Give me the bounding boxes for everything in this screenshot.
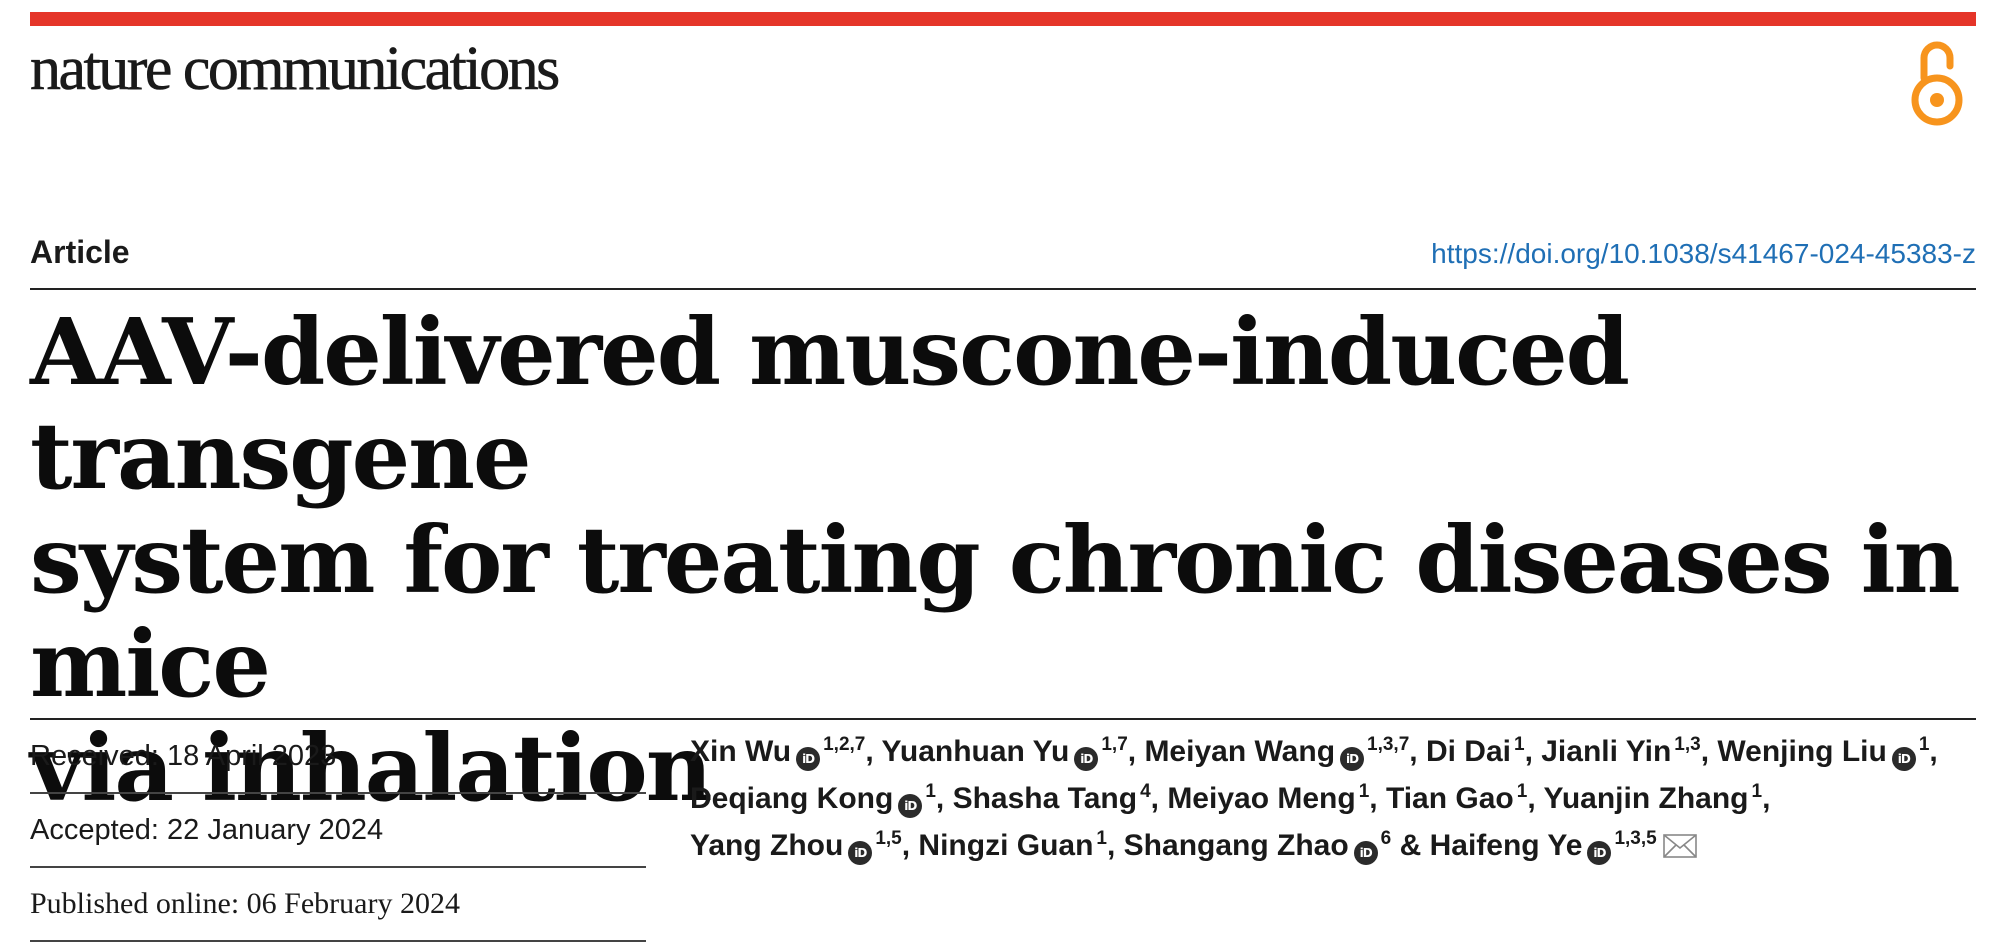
title-line: AAV-delivered muscone-induced transgene: [30, 298, 1630, 510]
title-line: via inhalation: [30, 714, 713, 822]
author-name[interactable]: Xin Wu: [690, 735, 792, 768]
author-affiliation: 1: [1751, 781, 1763, 802]
author-entry: Yuanhuan Yu iD1,7: [881, 734, 1128, 771]
author-affiliation: 6: [1380, 828, 1392, 849]
article-title: AAV-delivered muscone-induced transgene …: [30, 300, 1980, 820]
author-entry: Meiyao Meng 1: [1167, 782, 1369, 815]
author-affiliation: 1,5: [875, 828, 902, 849]
author-affiliation: 1,3,7: [1367, 734, 1410, 755]
author-separator: ,: [1700, 735, 1718, 768]
author-entry: Haifeng Ye iD1,3,5: [1429, 828, 1697, 865]
author-name[interactable]: Meiyao Meng: [1167, 782, 1356, 815]
author-name[interactable]: Wenjing Liu: [1717, 735, 1887, 768]
author-name[interactable]: Haifeng Ye: [1429, 829, 1583, 862]
author-separator: ,: [901, 829, 919, 862]
author-affiliation: 1: [1918, 734, 1930, 755]
orcid-icon[interactable]: iD: [848, 841, 873, 865]
author-name[interactable]: Ningzi Guan: [918, 829, 1094, 862]
orcid-icon[interactable]: iD: [796, 747, 821, 771]
author-affiliation: 1,3,5: [1614, 828, 1657, 849]
orcid-icon[interactable]: iD: [1891, 747, 1916, 771]
doi-link[interactable]: https://doi.org/10.1038/s41467-024-45383…: [1431, 238, 1976, 269]
author-affiliation: 4: [1140, 781, 1151, 802]
author-separator: ,: [935, 782, 953, 815]
author-name[interactable]: Di Dai: [1425, 735, 1511, 768]
title-line: system for treating chronic diseases in …: [30, 506, 1961, 718]
author-name[interactable]: Deqiang Kong: [690, 782, 894, 815]
author-entry: Shangang Zhao iD6: [1123, 828, 1392, 865]
article-type-label: Article: [30, 234, 130, 270]
orcid-icon[interactable]: iD: [1340, 747, 1365, 771]
author-name[interactable]: Shasha Tang: [952, 782, 1138, 815]
email-icon[interactable]: [1662, 834, 1697, 858]
accepted-date: Accepted: 22 January 2024: [30, 794, 646, 868]
author-affiliation: 1: [1096, 828, 1107, 849]
metadata-divider: [30, 718, 1976, 720]
author-affiliation: 1,7: [1101, 734, 1128, 755]
author-separator: ,: [1409, 735, 1426, 768]
author-separator: ,: [1524, 735, 1542, 768]
author-name[interactable]: Meiyan Wang: [1144, 735, 1336, 768]
author-affiliation: 1: [1513, 734, 1525, 755]
author-entry: Ningzi Guan 1: [918, 829, 1107, 862]
author-separator: ,: [1369, 782, 1386, 815]
author-entry: Yuanjin Zhang 1: [1543, 782, 1762, 815]
author-entry: Wenjing Liu iD1: [1717, 734, 1930, 771]
orcid-icon[interactable]: iD: [1074, 747, 1099, 771]
published-date: Published online: 06 February 2024: [30, 868, 646, 942]
author-name[interactable]: Shangang Zhao: [1123, 829, 1349, 862]
author-entry: Deqiang Kong iD1: [690, 781, 936, 818]
author-separator: ,: [1150, 782, 1168, 815]
author-entry: Shasha Tang 4: [953, 782, 1151, 815]
orcid-icon[interactable]: iD: [1353, 841, 1378, 865]
author-separator: ,: [1127, 735, 1145, 768]
author-entry: Meiyan Wang iD1,3,7: [1144, 734, 1410, 771]
author-separator: ,: [1929, 735, 1938, 768]
author-separator: ,: [865, 735, 882, 768]
author-name[interactable]: Tian Gao: [1385, 782, 1514, 815]
author-separator: ,: [1762, 782, 1771, 815]
author-name[interactable]: Yang Zhou: [690, 829, 844, 862]
author-list: Xin Wu iD1,2,7, Yuanhuan Yu iD1,7, Meiyan …: [690, 728, 1970, 869]
author-name[interactable]: Yuanhuan Yu: [881, 735, 1070, 768]
author-affiliation: 1: [925, 781, 936, 802]
author-entry: Yang Zhou iD1,5: [690, 828, 902, 865]
author-affiliation: 1,2,7: [823, 734, 866, 755]
author-entry: Tian Gao 1: [1386, 782, 1527, 815]
received-date: Received: 18 April 2023: [30, 720, 646, 794]
author-affiliation: 1: [1516, 781, 1528, 802]
author-separator: ,: [1107, 829, 1124, 862]
author-affiliation: 1,3: [1674, 734, 1701, 755]
author-name[interactable]: Yuanjin Zhang: [1543, 782, 1749, 815]
orcid-icon[interactable]: iD: [1587, 841, 1612, 865]
author-separator: ,: [1527, 782, 1544, 815]
journal-accent-bar: [30, 12, 1976, 26]
author-entry: Jianli Yin 1,3: [1541, 735, 1700, 768]
author-name[interactable]: Jianli Yin: [1541, 735, 1672, 768]
open-access-lock-icon: [1911, 41, 1963, 126]
author-entry: Xin Wu iD1,2,7: [690, 734, 866, 771]
journal-name[interactable]: nature communications: [30, 35, 561, 103]
orcid-icon[interactable]: iD: [898, 794, 923, 818]
author-separator: &: [1391, 829, 1430, 862]
header-divider: [30, 288, 1976, 290]
publication-dates: Received: 18 April 2023 Accepted: 22 Jan…: [30, 720, 646, 942]
author-affiliation: 1: [1358, 781, 1370, 802]
author-entry: Di Dai 1: [1426, 735, 1525, 768]
